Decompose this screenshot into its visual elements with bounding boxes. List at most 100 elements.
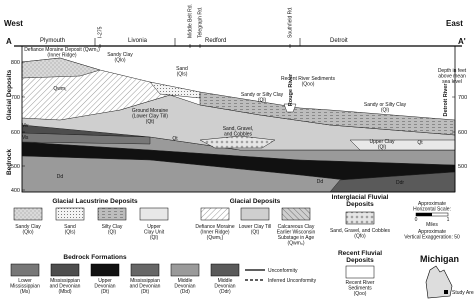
section-label: Sandy or Silty Clay (364, 102, 407, 108)
legend-swatch (200, 207, 230, 221)
legend-item-label: Upper (98, 278, 112, 284)
left-tick-label: 600 (11, 130, 20, 136)
section-label: Ms (22, 135, 29, 141)
right-axis-title: Depth in feet (438, 68, 467, 74)
right-tick-label: 600 (458, 130, 467, 136)
legend-item-label: (Qwm₀) (287, 241, 304, 247)
legend-item-label: and Devonian (50, 284, 81, 290)
legend-item-label: Sand (64, 224, 76, 230)
legend-swatch (240, 207, 270, 221)
qfo-lens (199, 135, 276, 149)
legend-item-label: (Qlo) (22, 230, 33, 236)
section-label: and Cobbles (224, 132, 253, 138)
section-label: (Inner Ridge) (47, 53, 77, 59)
section-label: Sand (176, 66, 188, 72)
right-tick-label: 500 (458, 164, 467, 170)
legend-heading: Deposits (346, 201, 374, 208)
michigan-outline (425, 265, 453, 299)
symbol-label: Inferred Unconformity (268, 278, 317, 284)
legend-item-label: Sand, Gravel, and Cobbles (330, 228, 391, 234)
section-label: Dd (317, 179, 324, 185)
scale-title: Approximate (418, 201, 446, 207)
legend-heading: Bedrock Formations (63, 254, 127, 261)
left-tick-label: 400 (11, 188, 20, 194)
left-tick-label: 500 (11, 164, 20, 170)
legend-item-label: Lower (18, 278, 32, 284)
a-left: A (6, 37, 12, 46)
legend-item-label: (Dd) (180, 289, 190, 295)
legend-item-label: Middle (178, 278, 193, 284)
section-label: Dt (58, 148, 64, 154)
legend-item-label: (Ms) (20, 289, 30, 295)
section-label: (Ql) (381, 108, 390, 114)
section-label: (Qlo) (114, 58, 125, 64)
legend-swatch (50, 263, 80, 277)
legend-swatch (139, 207, 169, 221)
legend-heading: Interglacial Fluvial (332, 194, 389, 201)
legend-swatch (345, 265, 375, 279)
bedrock-side-label: Bedrock (6, 149, 13, 175)
legend-item-label: Substage in Age (278, 235, 315, 241)
section-label: Ddr (396, 180, 404, 186)
legend-swatch (210, 263, 240, 277)
symbol-label: Unconformity (268, 268, 298, 274)
legend-item-label: Devonian (94, 284, 115, 290)
legend-heading: Glacial Deposits (230, 198, 281, 205)
section-label: Mv (22, 123, 29, 129)
left-tick-label: 700 (11, 95, 20, 101)
road-name: Telegraph Rd. (198, 7, 204, 38)
legend-swatch (90, 263, 120, 277)
legend-item-label: Middle (218, 278, 233, 284)
legend-heading: Glacial Lacustrine Deposits (52, 198, 138, 205)
left-tick-label: 800 (11, 60, 20, 66)
scale-bar-fill (416, 213, 432, 216)
legend-swatch (13, 207, 43, 221)
section-label: Qt (172, 136, 178, 142)
legend-item-label: Earlier Wisconsin (277, 230, 316, 236)
legend-item-label: and Devonian (130, 284, 161, 290)
legend-heading: Recent Fluvial (338, 250, 382, 257)
place-name: Detroit (330, 38, 348, 44)
map-caption: Study Area (452, 290, 474, 296)
legend-item-label: Mississippian (130, 278, 160, 284)
section-label: (Qoo) (302, 82, 315, 88)
legend-item-label: Sediments (348, 286, 372, 292)
legend-item-label: (Inner Ridge) (200, 230, 230, 236)
section-label: Sand, Gravel, (223, 126, 254, 132)
legend-item-label: Clay Unit (144, 230, 165, 236)
scale-exaggeration: Vertical Exaggeration: 50 (404, 235, 460, 241)
upper-clay (349, 139, 456, 151)
legend-swatch (130, 263, 160, 277)
legend-item-label: (Dt) (101, 289, 110, 295)
legend-swatch (170, 263, 200, 277)
scale-tick: 1 (447, 217, 450, 223)
legend-item-label: (Ql) (108, 230, 117, 236)
legend-item-label: Upper (147, 224, 161, 230)
legend-item-label: (Qoo) (354, 291, 367, 297)
section-label: (Ql) (258, 98, 267, 104)
section-label: Qt (417, 140, 423, 146)
place-name: Livonia (128, 38, 148, 44)
glacial-side-label: Glacial Deposits (6, 69, 13, 120)
legend-item-label: Devonian (214, 284, 235, 290)
place-name: Redford (205, 38, 226, 44)
section-label: Upper Clay (369, 139, 395, 145)
legend-swatch (10, 263, 40, 277)
right-axis-title: above mean (438, 74, 466, 80)
scale-exaggeration: Approximate (418, 229, 446, 235)
legend-item-label: Silty Clay (102, 224, 123, 230)
river-label: Detroit River (443, 83, 449, 117)
section-label: (Qls) (177, 72, 188, 78)
legend-item-label: (Dt) (141, 289, 150, 295)
section-label: Ground Moraine (132, 108, 168, 114)
place-name: Plymouth (40, 38, 65, 44)
qoo-sediments (283, 103, 297, 113)
legend-item-label: Devonian (174, 284, 195, 290)
section-label: Sandy or Silty Clay (241, 92, 284, 98)
map-title: Michigan (420, 254, 459, 264)
legend-item-label: (Mbd) (58, 289, 71, 295)
section-label: Defiance Moraine Deposit (Qwm₁) (24, 47, 100, 53)
legend-swatch (97, 207, 127, 221)
section-label: (Qt) (146, 119, 155, 125)
legend-item-label: Recent River (346, 280, 375, 286)
